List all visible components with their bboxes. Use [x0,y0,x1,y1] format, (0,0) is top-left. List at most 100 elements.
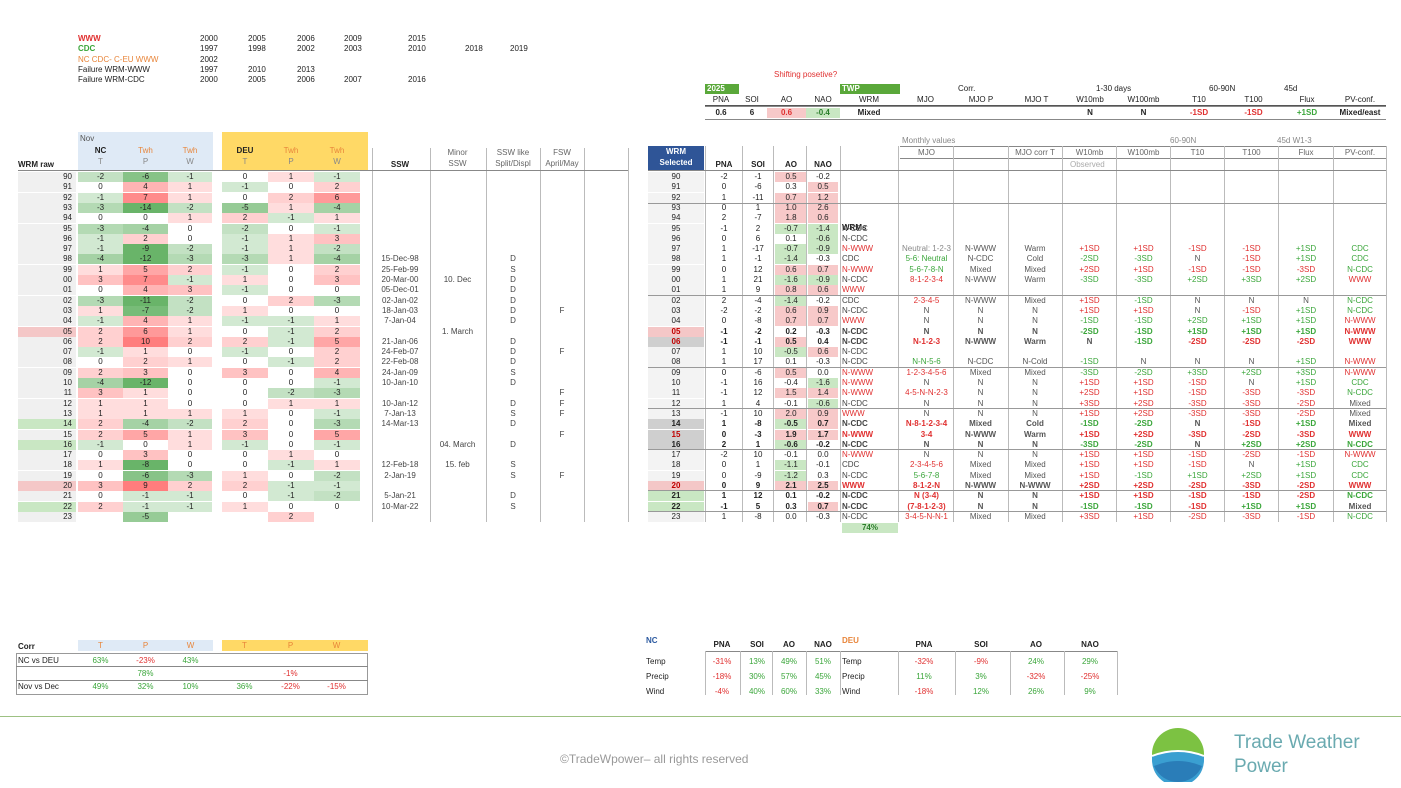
heat-cell: 0 [268,182,314,193]
heat-cell: 0 [268,275,314,285]
monthly-header: T100 [1242,148,1261,157]
monthly-value: -1SD [1080,316,1099,326]
wrm-label: CDC [842,460,860,470]
heat-cell: 2 [268,192,314,203]
monthly-value: N-WWW [964,336,997,346]
heat-cell: -2 [314,470,360,481]
row-year: 03 [18,305,76,316]
legend-year: 1998 [248,44,266,54]
row-year: 11 [18,388,76,399]
monthly-value: +1SD [1295,501,1317,511]
heat-cell: -1 [78,233,123,244]
monthly-value: +2SD [1241,439,1262,449]
corr-value: 63% [92,656,109,665]
monthly-value: +1SD [1079,491,1100,501]
monthly-value: N [923,450,930,460]
top-divider [705,119,1386,120]
row-year: 22 [18,501,76,512]
monthly-value: -3SD [1242,481,1261,490]
wrm-index: 0.7 [808,264,838,275]
monthly-header: W100mb [1127,148,1160,157]
heat-cell: 2 [78,419,123,430]
wrm-index: -0.2 [816,491,830,501]
wrm-index: -1 [754,172,762,181]
monthly-value: N [1194,295,1201,305]
col-divider [1224,146,1225,523]
ssw-like: S [510,367,516,377]
monthly-value: N [923,326,930,336]
wrm-label: N-CDC [842,491,868,501]
heat-cell: -4 [78,378,123,388]
corr-deu-bg [222,640,368,651]
legend-year: 1997 [200,44,218,54]
wrm-label: N-WWW [842,264,874,274]
lat2-label: 60-90N [1170,136,1197,145]
heat-cell: 4 [123,316,168,327]
heat-cell: 0 [268,223,314,234]
monthly-value: Mixed [1348,501,1372,511]
monthly-value: Warm [1024,275,1046,284]
ssw-date: 12-Feb-18 [381,460,419,470]
wrm-label: N-WWW [842,388,874,398]
wrm-label: CDC [842,295,860,305]
monthly-value: -1SD [1134,295,1153,305]
wrm-index: -0.5 [775,419,807,430]
group-divider [648,511,1386,512]
ssw-like: D [510,316,516,326]
top-header-soi: SOI [737,95,767,106]
deu-header: AO [1030,640,1042,649]
wrm-index: -0.6 [775,439,807,450]
heat-cell: -1 [268,357,314,368]
wrm-index: 1 [721,491,727,501]
wrm-index: 2 [755,223,761,233]
wrm-index: 1 [721,398,727,408]
wrm-label: WWW [842,408,865,418]
wrm-index: 0.5 [775,336,807,347]
deu-header-bg [222,132,368,170]
ssw-date: 20-Mar-00 [381,275,419,284]
heat-cell: -1 [123,501,168,512]
wrm-index: -1.2 [775,470,807,481]
monthly-value: Mixed [1024,295,1046,305]
heat-cell: 0 [168,367,212,378]
monthly-value: +1SD [1295,244,1317,254]
top-value: 6 [749,108,755,117]
row-year: 15 [18,429,76,440]
wrm-label: N-CDC [842,511,868,521]
heat-cell: -1 [222,182,268,193]
heat-cell: -1 [314,223,360,234]
wrm-index: -0.9 [808,275,838,285]
monthly-value: -1SD [1134,501,1153,511]
monthly-value: N [1032,388,1038,398]
heat-cell: 0 [78,357,123,368]
ssw-date: 15-Dec-98 [381,254,419,264]
monthly-value: N [1032,501,1038,511]
monthly-value: -1SD [1134,326,1153,336]
deu-value: 29% [1081,657,1098,666]
monthly-value: 8-1-2-3-4 [910,275,943,284]
monthly-value: +1SD [1079,450,1100,460]
heat-cell: 0 [268,429,314,440]
monthly-value: N [1032,326,1038,336]
heat-cell: 5 [314,429,360,440]
wrm-index: -0.3 [816,357,830,367]
nc-value: 57% [780,672,797,681]
shifting-note: Shifting posetive? [774,70,838,79]
row-year: 99 [18,264,76,275]
monthly-value: +2SD [1133,398,1154,408]
heat-cell: 0 [168,388,212,399]
legend-year: 2005 [248,75,266,85]
heat-cell: 1 [78,460,123,471]
heat-cell: 6 [123,326,168,337]
monthly-value: -1SD [1296,511,1316,521]
ssw-date: 5-Jan-21 [384,491,416,501]
heat-cell: 0 [314,501,360,512]
heat-cell: 10 [123,336,168,347]
monthly-value: N-1-2-3 [912,336,941,346]
heat-cell: 7 [123,275,168,285]
row-year: 91 [18,182,76,193]
heat-cell: 0 [268,408,314,419]
monthly-value: N [977,439,984,449]
wrm-year: 12 [648,398,704,409]
ssw-date: 22-Feb-08 [381,357,419,367]
